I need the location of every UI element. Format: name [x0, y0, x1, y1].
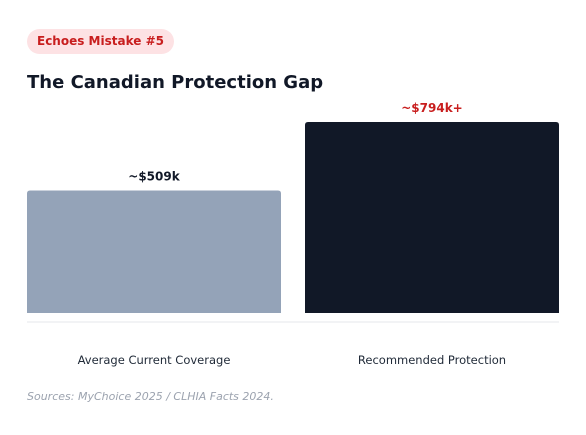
- bar-value-label-1: ~$509k: [128, 170, 180, 184]
- bar-2: [305, 122, 559, 313]
- bar-value-label-2: ~$794k+: [401, 101, 463, 115]
- bars-layer: ~$509k Average Current Coverage ~$794k+ Rec…: [27, 101, 559, 367]
- bar-1: [27, 190, 281, 313]
- category-label-1: Average Current Coverage: [78, 353, 231, 367]
- mistake-badge: Echoes Mistake #5: [27, 29, 174, 54]
- source-note: Sources: MyChoice 2025 / CLHIA Facts 202…: [27, 390, 274, 403]
- chart-title: The Canadian Protection Gap: [27, 72, 324, 93]
- category-label-2: Recommended Protection: [358, 353, 506, 367]
